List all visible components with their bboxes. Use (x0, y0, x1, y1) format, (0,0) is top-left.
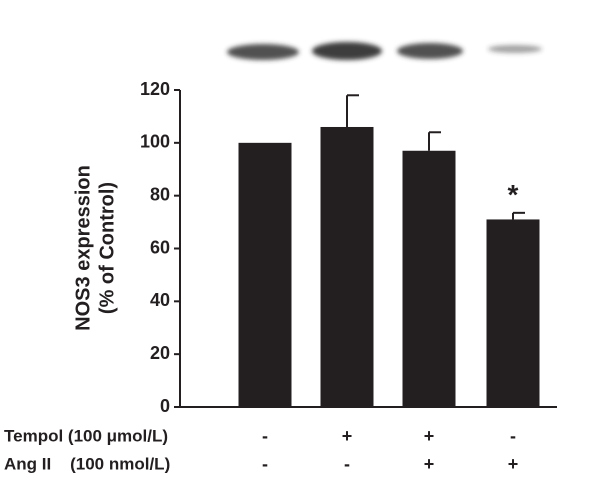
treatment-sign: + (508, 454, 519, 474)
y-tick-label: 120 (140, 79, 170, 99)
y-tick-label: 60 (150, 237, 170, 257)
treatment-sign: - (262, 426, 268, 446)
treatment-sign: - (262, 454, 268, 474)
treatment-label: Ang II (100 nmol/L) (4, 454, 170, 473)
y-axis-label: NOS3 expression (% of Control) (72, 165, 118, 331)
western-blot (227, 42, 542, 60)
error-bar (428, 131, 441, 151)
bar (402, 150, 456, 407)
annotation: * (508, 179, 519, 210)
y-tick-label: 20 (150, 343, 170, 363)
error-bar (512, 211, 525, 220)
treatment-sign: + (424, 454, 435, 474)
treatment-sign: + (424, 426, 435, 446)
treatment-sign: - (344, 454, 350, 474)
treatment-label: Tempol (100 μmol/L) (4, 426, 168, 445)
error-bar (346, 94, 359, 127)
bar (238, 142, 292, 408)
y-tick-label: 80 (150, 184, 170, 204)
y-tick-label: 0 (160, 396, 170, 416)
bar (320, 126, 374, 407)
treatment-sign: + (342, 426, 353, 446)
y-axis-label-line: (% of Control) (96, 182, 118, 314)
y-tick-label: 40 (150, 290, 170, 310)
bar (486, 219, 540, 407)
y-tick-label: 100 (140, 132, 170, 152)
treatment-sign: - (510, 426, 516, 446)
y-axis-label-line: NOS3 expression (72, 165, 94, 331)
